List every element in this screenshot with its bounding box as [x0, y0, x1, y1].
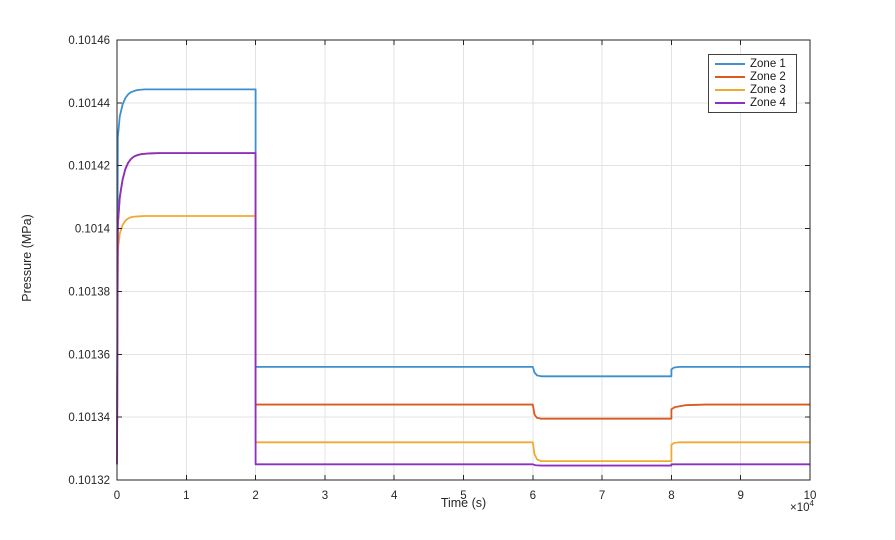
y-tick-label: 0.10134	[68, 412, 110, 424]
legend-entry-zone-4: Zone 4	[715, 97, 792, 109]
x-tick-label: 8	[668, 490, 674, 502]
y-tick-label: 0.10132	[68, 475, 110, 487]
x-axis-exponent: ×104	[762, 499, 814, 514]
series-line-zone-1	[116, 88, 810, 465]
legend-line-swatch	[715, 63, 745, 66]
x-tick-label: 1	[183, 490, 189, 502]
legend-label: Zone 3	[750, 83, 786, 96]
exponent-power: 4	[809, 499, 814, 508]
x-tick-label: 7	[599, 490, 605, 502]
series-line-zone-4	[116, 152, 810, 467]
x-tick-label: 0	[114, 490, 120, 502]
legend-line-swatch	[715, 76, 745, 79]
y-axis-title: Pressure (MPa)	[20, 214, 34, 302]
legend-label: Zone 4	[750, 96, 786, 109]
x-tick-label: 10	[804, 490, 817, 502]
x-tick-label: 9	[737, 490, 743, 502]
x-tick-label: 6	[530, 490, 536, 502]
y-tick-label: 0.10144	[68, 98, 110, 110]
legend-label: Zone 2	[750, 71, 786, 84]
legend-line-swatch	[715, 101, 745, 104]
y-tick-label: 0.1014	[75, 224, 111, 236]
x-tick-label: 5	[460, 490, 466, 502]
y-tick-label: 0.10146	[68, 35, 110, 47]
legend-label: Zone 1	[750, 58, 786, 71]
y-tick-label: 0.10138	[68, 286, 110, 298]
x-tick-label: 2	[252, 490, 258, 502]
legend-entry-zone-1: Zone 1	[715, 58, 792, 70]
legend: Zone 1 Zone 2 Zone 3 Zone 4	[708, 54, 797, 113]
legend-entry-zone-3: Zone 3	[715, 84, 792, 96]
y-tick-label: 0.10136	[68, 349, 110, 361]
exponent-base: ×10	[790, 501, 810, 514]
legend-line-swatch	[715, 88, 745, 91]
x-axis-title: Time (s)	[440, 496, 487, 510]
y-tick-label: 0.10142	[68, 161, 110, 173]
x-tick-label: 4	[391, 490, 398, 502]
x-tick-label: 3	[322, 490, 328, 502]
legend-entry-zone-2: Zone 2	[715, 71, 792, 83]
